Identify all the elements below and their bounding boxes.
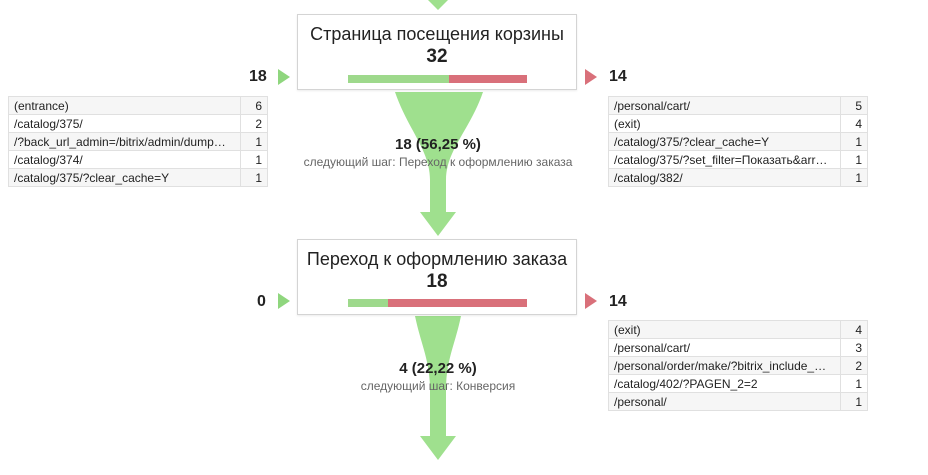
- page-count: 2: [240, 114, 268, 133]
- page-path: /personal/: [608, 392, 841, 411]
- exit-count: 14: [609, 68, 627, 85]
- step-count: 18: [426, 271, 448, 292]
- step-bar-entered: [348, 75, 449, 83]
- page-count: 1: [240, 132, 268, 151]
- page-path: /catalog/375/?clear_cache=Y: [608, 132, 841, 151]
- page-path: /personal/cart/: [608, 338, 841, 357]
- table-row[interactable]: /personal/cart/3: [608, 338, 868, 357]
- step-box-cart-page[interactable]: Страница посещения корзины 32: [297, 14, 577, 90]
- incoming-flow-arrow: [428, 0, 448, 10]
- page-count: 1: [840, 132, 868, 151]
- exit-arrow-icon: [585, 69, 597, 85]
- page-count: 4: [840, 114, 868, 133]
- page-count: 1: [240, 150, 268, 169]
- exit-arrow-icon: [585, 293, 597, 309]
- table-row[interactable]: /?back_url_admin=/bitrix/admin/dump… 1: [8, 132, 268, 151]
- table-row[interactable]: /personal/cart/5: [608, 96, 868, 115]
- table-row[interactable]: /catalog/375/2: [8, 114, 268, 133]
- page-path: /catalog/375/?clear_cache=Y: [8, 168, 241, 187]
- page-path: /catalog/375/?set_filter=Показать&arr…: [608, 150, 841, 169]
- exits-table-step-1: /personal/cart/5 (exit) 4 /catalog/375/?c…: [608, 96, 868, 187]
- funnel-step-2: [415, 316, 461, 460]
- table-row[interactable]: /personal/order/make/?bitrix_include_… 2: [608, 356, 868, 375]
- table-row[interactable]: (entrance) 6: [8, 96, 268, 115]
- page-path: /personal/order/make/?bitrix_include_…: [608, 356, 841, 375]
- table-row[interactable]: /catalog/375/?clear_cache=Y 1: [8, 168, 268, 187]
- entrance-count: 18: [249, 68, 267, 85]
- page-path: (exit): [608, 114, 841, 133]
- pass-through-value: 4 (22,22 %): [399, 360, 477, 377]
- page-path: /?back_url_admin=/bitrix/admin/dump…: [8, 132, 241, 151]
- step-title: Переход к оформлению заказа: [306, 249, 568, 269]
- page-count: 2: [840, 356, 868, 375]
- step-bar-exited: [388, 299, 527, 307]
- page-count: 3: [840, 338, 868, 357]
- step-bar-entered: [348, 299, 388, 307]
- step-bar-exited: [449, 75, 527, 83]
- table-row[interactable]: /catalog/375/?clear_cache=Y 1: [608, 132, 868, 151]
- next-step-label: следующий шаг: Переход к оформлению зака…: [303, 155, 573, 169]
- table-row[interactable]: /catalog/402/?PAGEN_2=2 1: [608, 374, 868, 393]
- table-row[interactable]: /personal/1: [608, 392, 868, 411]
- funnel-step-1: [395, 92, 483, 236]
- step-title: Страница посещения корзины: [310, 24, 564, 44]
- table-row[interactable]: /catalog/374/1: [8, 150, 268, 169]
- table-row[interactable]: (exit) 4: [608, 114, 868, 133]
- page-path: (entrance): [8, 96, 241, 115]
- table-row[interactable]: /catalog/382/1: [608, 168, 868, 187]
- page-count: 6: [240, 96, 268, 115]
- entrance-arrow-icon: [278, 293, 290, 309]
- page-count: 1: [240, 168, 268, 187]
- next-step-label: следующий шаг: Конверсия: [360, 379, 516, 393]
- page-path: /catalog/382/: [608, 168, 841, 187]
- entrances-table-step-1: (entrance) 6 /catalog/375/2 /?back_url_ad…: [8, 96, 268, 187]
- page-count: 1: [840, 374, 868, 393]
- step-count: 32: [426, 46, 448, 67]
- table-row[interactable]: (exit) 4: [608, 320, 868, 339]
- page-path: /catalog/402/?PAGEN_2=2: [608, 374, 841, 393]
- pass-through-value: 18 (56,25 %): [395, 136, 481, 153]
- page-count: 1: [840, 168, 868, 187]
- page-count: 1: [840, 150, 868, 169]
- page-path: /catalog/374/: [8, 150, 241, 169]
- page-path: /personal/cart/: [608, 96, 841, 115]
- page-count: 5: [840, 96, 868, 115]
- page-count: 1: [840, 392, 868, 411]
- exit-count: 14: [609, 293, 627, 310]
- page-count: 4: [840, 320, 868, 339]
- exits-table-step-2: (exit) 4 /personal/cart/3 /personal/order…: [608, 320, 868, 411]
- page-path: /catalog/375/: [8, 114, 241, 133]
- entrance-arrow-icon: [278, 69, 290, 85]
- entrance-count: 0: [257, 293, 266, 310]
- table-row[interactable]: /catalog/375/?set_filter=Показать&arr… 1: [608, 150, 868, 169]
- page-path: (exit): [608, 320, 841, 339]
